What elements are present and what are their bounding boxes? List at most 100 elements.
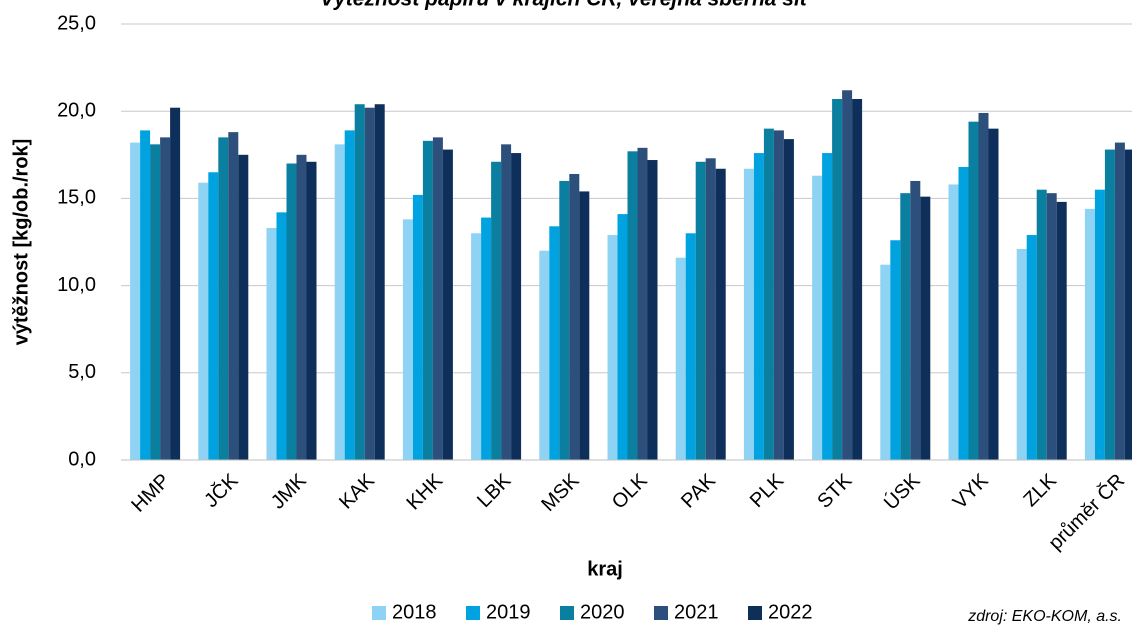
bar xyxy=(900,193,911,460)
bar xyxy=(773,130,784,460)
bar xyxy=(501,144,512,460)
legend-label: 2022 xyxy=(768,601,813,623)
bar xyxy=(695,161,706,460)
chart-title: Výtěžnost papíru v krajích ČR, veřejná s… xyxy=(320,0,812,11)
bar xyxy=(812,175,823,460)
bar xyxy=(539,250,550,460)
legend-swatch xyxy=(466,606,480,620)
bar xyxy=(334,144,345,460)
bar xyxy=(968,121,979,460)
bar xyxy=(783,139,794,460)
x-tick-label: ÚSK xyxy=(879,469,925,515)
bar xyxy=(988,128,999,460)
bar xyxy=(1026,235,1037,460)
y-tick-label: 20,0 xyxy=(57,99,96,121)
bar xyxy=(491,161,502,460)
bar xyxy=(685,233,696,460)
bar xyxy=(344,130,355,460)
bar xyxy=(374,104,385,460)
bar xyxy=(1114,142,1125,461)
bar xyxy=(569,173,580,460)
legend-label: 2021 xyxy=(674,601,719,623)
bar xyxy=(511,153,522,460)
bar xyxy=(238,154,249,461)
bar xyxy=(442,149,453,460)
bar xyxy=(832,98,843,460)
bar xyxy=(130,142,141,461)
y-tick-label: 25,0 xyxy=(57,12,96,34)
bar xyxy=(1084,208,1095,460)
legend-label: 2020 xyxy=(580,601,625,623)
bar xyxy=(822,153,833,460)
bar xyxy=(1124,149,1132,460)
bar xyxy=(920,196,931,460)
x-tick-label: HMP xyxy=(127,470,174,517)
bar xyxy=(1104,149,1115,460)
bar xyxy=(1046,193,1057,460)
x-tick-label: JMK xyxy=(267,469,311,513)
bar xyxy=(1094,189,1105,460)
x-tick-label: LBK xyxy=(473,469,516,512)
source-note: zdroj: EKO-KOM, a.s. xyxy=(967,608,1122,625)
y-axis-title: výtěžnost [kg/ob./rok] xyxy=(10,139,32,346)
bar xyxy=(978,112,989,460)
bar xyxy=(286,163,297,460)
bar xyxy=(170,107,181,460)
y-tick-label: 0,0 xyxy=(68,448,96,470)
bar xyxy=(266,228,277,460)
x-tick-label: STK xyxy=(813,469,857,513)
x-tick-label: PLK xyxy=(746,469,789,512)
legend-label: 2018 xyxy=(392,601,437,623)
bar xyxy=(276,212,287,460)
bar xyxy=(579,191,590,460)
bar xyxy=(1016,248,1027,460)
x-tick-label: KAK xyxy=(335,469,379,513)
bar xyxy=(852,98,863,460)
bar xyxy=(705,158,716,460)
bar xyxy=(296,154,307,461)
bar xyxy=(617,214,628,460)
bar xyxy=(842,90,853,460)
bar xyxy=(208,172,219,461)
bar xyxy=(948,184,959,460)
bar xyxy=(958,167,969,460)
bar xyxy=(228,132,239,461)
bar xyxy=(627,151,638,460)
bar xyxy=(160,137,171,461)
bar xyxy=(218,137,229,461)
bar xyxy=(715,168,726,460)
bar xyxy=(481,217,492,460)
bar xyxy=(364,107,375,460)
x-tick-label: VYK xyxy=(949,469,993,513)
x-axis-title: kraj xyxy=(587,558,623,580)
bar xyxy=(306,161,317,460)
legend-swatch xyxy=(748,606,762,620)
bar xyxy=(637,147,648,460)
legend-swatch xyxy=(372,606,386,620)
x-tick-label: OLK xyxy=(608,469,652,513)
legend-swatch xyxy=(560,606,574,620)
x-tick-label: ZLK xyxy=(1019,469,1061,511)
bar xyxy=(198,182,209,461)
bar xyxy=(471,233,482,460)
bar xyxy=(412,194,423,461)
bar xyxy=(432,137,443,461)
bar xyxy=(549,226,560,460)
bar xyxy=(559,180,570,460)
legend-swatch xyxy=(654,606,668,620)
y-tick-label: 15,0 xyxy=(57,187,96,209)
bar xyxy=(1036,189,1047,460)
bar xyxy=(422,140,433,460)
bar xyxy=(763,128,774,460)
x-tick-label: PAK xyxy=(677,469,720,512)
bar xyxy=(402,219,413,460)
bar xyxy=(910,180,921,460)
legend-label: 2019 xyxy=(486,601,531,623)
bar xyxy=(880,264,891,460)
bar xyxy=(607,235,618,460)
y-tick-label: 10,0 xyxy=(57,274,96,296)
bar xyxy=(675,257,686,460)
bar xyxy=(743,168,754,460)
bar xyxy=(1056,201,1067,460)
